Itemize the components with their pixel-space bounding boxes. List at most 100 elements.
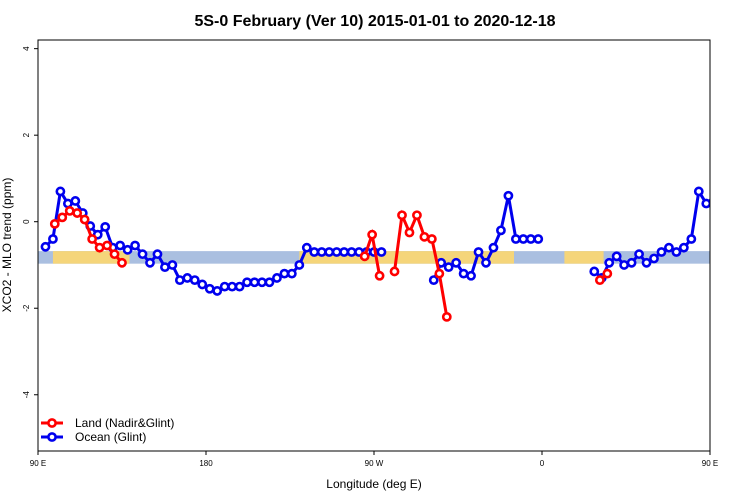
- data-point: [738, 207, 745, 214]
- data-point: [79, 214, 90, 225]
- legend-marker: [47, 432, 57, 442]
- data-point: [397, 210, 407, 221]
- data-point: [197, 279, 208, 290]
- data-point: [619, 260, 630, 270]
- data-point: [518, 234, 529, 244]
- data-point: [594, 275, 605, 286]
- data-point: [374, 270, 385, 281]
- data-point: [671, 247, 682, 257]
- data-point: [227, 281, 238, 292]
- data-point: [324, 247, 335, 257]
- data-point: [212, 286, 223, 296]
- y-tick-label: -4: [22, 391, 31, 399]
- data-point: [419, 231, 430, 242]
- data-point: [94, 242, 105, 253]
- y-axis: -4 -2 0 2 4: [22, 46, 38, 398]
- data-point: [122, 244, 133, 255]
- legend-item: Land (Nadir&Glint): [41, 416, 174, 430]
- series-line: [593, 187, 710, 281]
- y-tick-label: 4: [22, 46, 31, 51]
- data-point: [686, 234, 697, 244]
- data-point: [49, 218, 60, 229]
- data-point: [656, 247, 667, 257]
- data-point: [249, 277, 260, 288]
- legend-item: Ocean (Glint): [41, 430, 146, 444]
- data-point: [626, 257, 637, 268]
- data-point: [451, 257, 462, 268]
- data-point: [40, 241, 51, 252]
- x-tick-label: 90 E: [30, 459, 46, 468]
- y-axis-label: XCO2 - MLO trend (ppm): [0, 178, 14, 313]
- data-point: [718, 209, 725, 216]
- data-point: [264, 277, 275, 288]
- data-point: [458, 268, 469, 279]
- data-point: [204, 283, 215, 294]
- y-tick-label: -2: [22, 304, 31, 312]
- data-point: [64, 205, 75, 216]
- data-point: [701, 198, 710, 209]
- x-tick-label: 90 E: [702, 459, 718, 468]
- data-point: [100, 221, 111, 232]
- data-point: [664, 242, 674, 253]
- data-point: [160, 262, 170, 273]
- data-point: [376, 247, 387, 257]
- data-point: [257, 277, 267, 288]
- data-point: [589, 266, 600, 277]
- data-point: [426, 234, 437, 244]
- data-point: [533, 234, 544, 244]
- data-point: [473, 247, 484, 257]
- x-axis: 90 E 180 90 W 0 90 E: [30, 451, 718, 468]
- series-layer: [40, 186, 750, 322]
- y-tick-label: 2: [22, 132, 31, 137]
- x-tick-label: 180: [199, 459, 213, 468]
- series-line: [727, 211, 750, 263]
- data-point: [145, 257, 155, 268]
- data-point: [301, 242, 312, 253]
- data-point: [130, 240, 140, 251]
- data-point: [294, 260, 305, 270]
- data-point: [634, 249, 644, 260]
- series-land: [49, 205, 750, 322]
- data-point: [725, 222, 732, 229]
- data-point: [412, 210, 422, 221]
- data-point: [731, 214, 738, 221]
- legend: Land (Nadir&Glint)Ocean (Glint): [41, 416, 174, 444]
- data-point: [733, 231, 740, 238]
- chart-title: 5S-0 February (Ver 10) 2015-01-01 to 202…: [194, 13, 555, 30]
- data-point: [649, 253, 659, 264]
- data-point: [331, 247, 342, 257]
- data-point: [339, 247, 350, 257]
- data-point: [443, 262, 454, 273]
- data-point: [678, 242, 689, 253]
- data-point: [316, 247, 327, 257]
- data-point: [242, 277, 252, 288]
- data-point: [481, 257, 491, 268]
- data-point: [488, 242, 499, 253]
- data-point: [72, 208, 83, 218]
- data-point: [359, 251, 370, 262]
- data-point: [746, 209, 750, 216]
- land-band: [564, 251, 604, 264]
- y-tick-label: 0: [22, 219, 31, 224]
- data-point: [604, 257, 615, 268]
- data-point: [503, 190, 514, 201]
- data-point: [117, 257, 127, 268]
- legend-label: Ocean (Glint): [75, 430, 146, 444]
- series-line: [53, 209, 124, 264]
- series-ocean: [40, 186, 747, 296]
- data-point: [496, 225, 506, 236]
- data-point: [740, 223, 747, 230]
- data-point: [219, 281, 230, 292]
- data-point: [309, 247, 320, 257]
- data-point: [189, 275, 200, 286]
- data-point: [346, 247, 357, 257]
- data-point: [466, 270, 476, 281]
- data-point: [611, 251, 622, 262]
- data-point: [641, 257, 652, 268]
- data-point: [137, 249, 148, 260]
- band-layer: [38, 251, 710, 264]
- x-axis-label: Longitude (deg E): [326, 477, 421, 491]
- x-tick-label: 90 W: [365, 459, 384, 468]
- data-point: [48, 234, 58, 244]
